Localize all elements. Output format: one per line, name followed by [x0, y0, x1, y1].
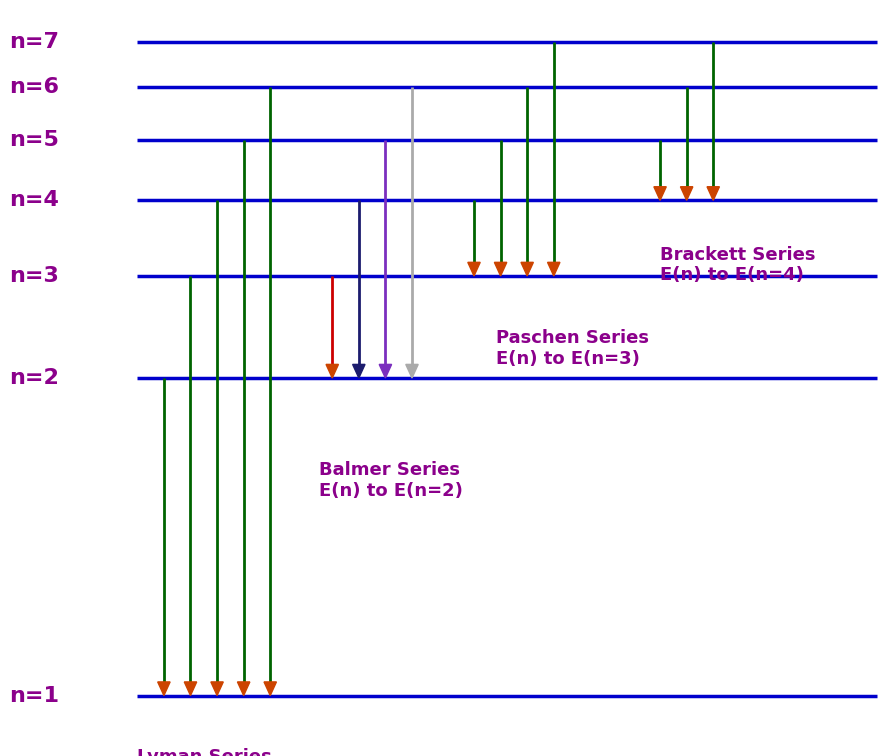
Text: n=1: n=1 — [9, 686, 58, 705]
Polygon shape — [211, 682, 223, 696]
Text: n=5: n=5 — [9, 130, 58, 150]
Polygon shape — [379, 364, 392, 378]
Polygon shape — [184, 682, 197, 696]
Text: n=6: n=6 — [9, 77, 58, 97]
Polygon shape — [521, 262, 533, 276]
Polygon shape — [326, 364, 338, 378]
Text: n=7: n=7 — [9, 32, 58, 51]
Text: Brackett Series
E(n) to E(n=4): Brackett Series E(n) to E(n=4) — [660, 246, 816, 284]
Polygon shape — [494, 262, 507, 276]
Text: n=3: n=3 — [9, 266, 58, 286]
Polygon shape — [707, 187, 719, 200]
Text: Balmer Series
E(n) to E(n=2): Balmer Series E(n) to E(n=2) — [319, 461, 462, 500]
Polygon shape — [264, 682, 276, 696]
Polygon shape — [158, 682, 170, 696]
Text: Paschen Series
E(n) to E(n=3): Paschen Series E(n) to E(n=3) — [496, 329, 649, 367]
Text: n=4: n=4 — [9, 191, 58, 210]
Text: n=2: n=2 — [9, 368, 58, 388]
Polygon shape — [468, 262, 480, 276]
Polygon shape — [680, 187, 693, 200]
Polygon shape — [654, 187, 666, 200]
Polygon shape — [548, 262, 560, 276]
Polygon shape — [353, 364, 365, 378]
Polygon shape — [406, 364, 418, 378]
Polygon shape — [237, 682, 250, 696]
Text: Lyman Series
E(n) to E (n=1): Lyman Series E(n) to E (n=1) — [137, 748, 287, 756]
